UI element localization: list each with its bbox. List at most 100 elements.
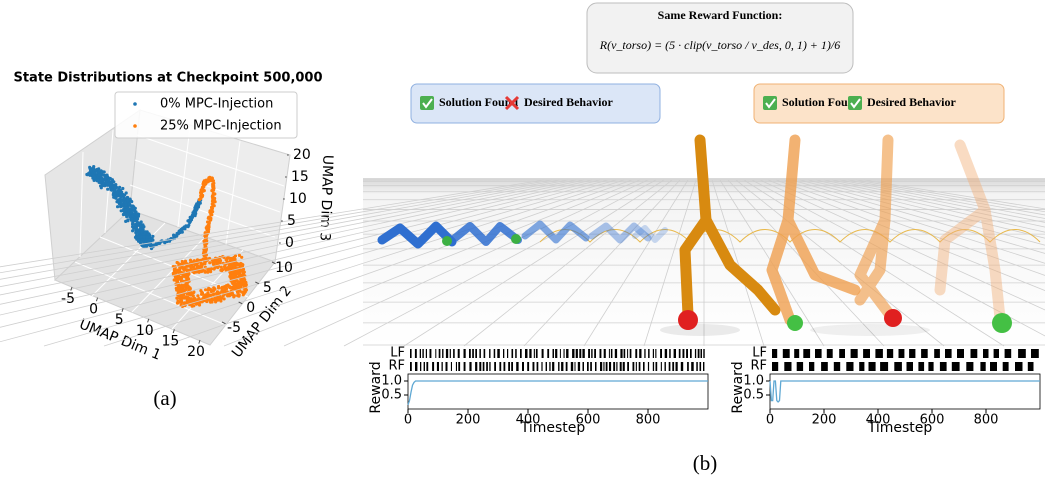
gait-stripe [676, 362, 678, 371]
tick-label: 10 [275, 260, 293, 276]
gait-stripe [648, 349, 650, 358]
tick-label: 5 [115, 312, 124, 328]
scatter-point [231, 275, 234, 278]
gait-stripe [469, 362, 471, 371]
scatter-point [123, 197, 126, 200]
gait-label: RF [388, 359, 405, 374]
gait-stripe [469, 349, 471, 358]
gait-stripe [1031, 349, 1039, 358]
scatter-point [207, 230, 210, 233]
scatter-point [223, 265, 226, 268]
gait-stripe [430, 349, 432, 358]
gait-stripe [918, 362, 924, 371]
scatter-point [123, 193, 126, 196]
gait-stripe [636, 362, 637, 371]
gait-stripe [783, 349, 790, 358]
gait-stripe [527, 362, 529, 371]
gait-stripe [435, 349, 436, 358]
scatter-point [200, 194, 203, 197]
gait-stripe [583, 362, 585, 371]
scatter-point [187, 225, 190, 228]
gait-stripe [661, 362, 662, 371]
scatter-point [134, 225, 137, 228]
gait-stripe [439, 349, 441, 358]
gait-stripe [794, 349, 799, 358]
scatter-point [177, 270, 180, 273]
scatter-point [173, 278, 176, 281]
tick-label: 5 [287, 213, 296, 229]
tick-label: 5 [263, 280, 272, 296]
scatter-point [197, 297, 200, 300]
scatter-point [180, 228, 183, 231]
scatter-point [230, 271, 233, 274]
gait-stripe [928, 362, 933, 371]
scatter-point [205, 225, 208, 228]
scatter-point [136, 221, 139, 224]
scatter-point [126, 219, 129, 222]
gait-stripe [603, 362, 604, 371]
tick-label: 0 [246, 300, 255, 316]
scatter-point [236, 262, 239, 265]
gait-stripe [546, 362, 547, 371]
gait-stripe [594, 349, 596, 358]
gait-stripe [437, 362, 439, 371]
scatter-point [109, 177, 112, 180]
scatter-point [186, 268, 189, 271]
scatter-point [195, 207, 198, 210]
scatter-point [204, 179, 207, 182]
scatter-point [126, 199, 129, 202]
gait-stripe [507, 349, 508, 358]
scatter-point [130, 210, 133, 213]
gait-stripe [534, 349, 535, 358]
gait-stripe [571, 362, 573, 371]
gait-stripe [410, 362, 412, 371]
gait-stripe [672, 362, 674, 371]
scatter-point [151, 239, 154, 242]
caption: (b) [693, 451, 718, 475]
gait-stripe [410, 349, 412, 358]
gait-stripe [424, 362, 425, 371]
gait-stripe [475, 362, 477, 371]
scatter-point [120, 195, 123, 198]
scatter-point [106, 188, 109, 191]
scatter-point [243, 271, 246, 274]
scatter-point [139, 227, 142, 230]
scatter-point [178, 266, 181, 269]
gait-stripe [609, 349, 610, 358]
scatter-point [204, 288, 207, 291]
scatter-point [121, 203, 124, 206]
gait-stripe [966, 362, 973, 371]
gait-stripe [784, 362, 791, 371]
scatter-point [120, 191, 123, 194]
x-tick-label: 800 [974, 413, 999, 428]
gait-stripe [691, 362, 694, 371]
gait-stripe [458, 362, 460, 371]
scatter-point [113, 185, 116, 188]
scatter-point [113, 190, 116, 193]
tick-label: 0 [285, 235, 294, 251]
gait-stripe [415, 362, 417, 371]
scatter-point [179, 290, 182, 293]
gait-stripe [815, 349, 822, 358]
gait-stripe [611, 349, 613, 358]
tick-label: 0 [89, 302, 98, 318]
gait-stripe [624, 349, 626, 358]
scatter-point [177, 231, 180, 234]
scatter-point [188, 264, 191, 267]
scatter-point [236, 279, 239, 282]
gait-stripe [639, 349, 641, 358]
gait-stripe [479, 362, 481, 371]
scatter-point [203, 262, 206, 265]
gait-stripe [674, 349, 676, 358]
scatter-point [88, 173, 91, 176]
x-axis-label: Timestep [520, 420, 586, 436]
scatter-point [116, 191, 119, 194]
gait-stripe [690, 349, 692, 358]
gait-stripe [859, 362, 864, 371]
scatter-point [233, 285, 236, 288]
gait-stripe [529, 349, 531, 358]
scatter-point [116, 205, 119, 208]
scatter-point [209, 294, 212, 297]
gait-stripe [683, 349, 685, 358]
scatter-point [120, 209, 123, 212]
